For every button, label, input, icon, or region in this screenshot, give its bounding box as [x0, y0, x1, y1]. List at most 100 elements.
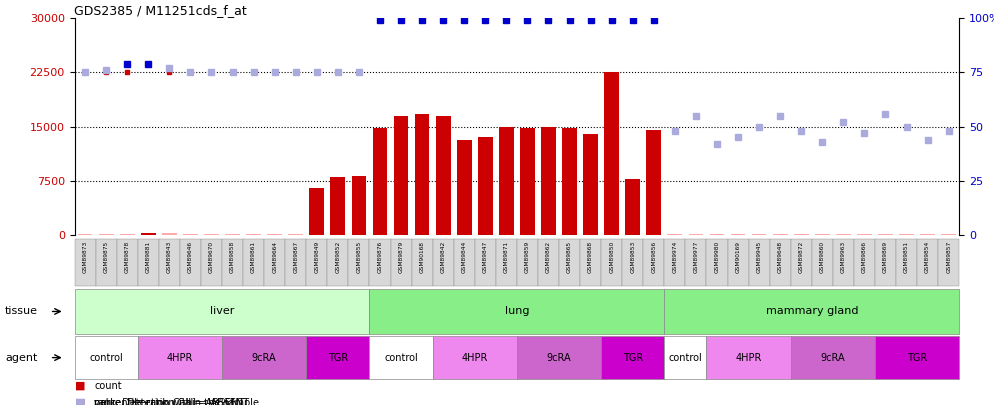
- Text: liver: liver: [210, 307, 235, 316]
- Text: 9cRA: 9cRA: [547, 353, 572, 362]
- Bar: [583, 134, 598, 235]
- Text: GSM89865: GSM89865: [567, 241, 572, 273]
- Text: GSM89850: GSM89850: [609, 241, 614, 273]
- Bar: [541, 126, 556, 235]
- Text: ■: ■: [75, 398, 85, 405]
- Text: lung: lung: [505, 307, 529, 316]
- Text: GSM89855: GSM89855: [357, 241, 362, 273]
- Text: 4HPR: 4HPR: [461, 353, 488, 362]
- Bar: [689, 234, 704, 235]
- Text: GSM89861: GSM89861: [251, 241, 256, 273]
- Text: GSM89844: GSM89844: [462, 241, 467, 273]
- Text: GSM89869: GSM89869: [883, 241, 888, 273]
- Text: GSM89945: GSM89945: [756, 241, 761, 273]
- Text: TGR: TGR: [328, 353, 348, 362]
- Bar: [120, 234, 134, 235]
- Bar: [625, 179, 640, 235]
- Text: count: count: [94, 381, 122, 390]
- Text: GSM89843: GSM89843: [167, 241, 172, 273]
- Text: ■: ■: [75, 398, 85, 405]
- Text: GSM89858: GSM89858: [230, 241, 235, 273]
- Text: GSM89857: GSM89857: [946, 241, 951, 273]
- Text: GSM89866: GSM89866: [862, 241, 867, 273]
- Bar: [78, 234, 92, 235]
- Text: GSM89867: GSM89867: [293, 241, 298, 273]
- Text: GSM89860: GSM89860: [820, 241, 825, 273]
- Bar: [98, 234, 113, 235]
- Bar: [857, 234, 872, 235]
- Text: GSM89853: GSM89853: [630, 241, 635, 273]
- Bar: [162, 233, 177, 235]
- Text: ■: ■: [75, 398, 85, 405]
- Bar: [414, 114, 429, 235]
- Bar: [520, 128, 535, 235]
- Bar: [288, 234, 303, 235]
- Text: GSM90169: GSM90169: [736, 241, 741, 273]
- Text: rank, Detection Call = ABSENT: rank, Detection Call = ABSENT: [94, 398, 245, 405]
- Text: 9cRA: 9cRA: [251, 353, 276, 362]
- Bar: [141, 233, 156, 235]
- Bar: [226, 234, 240, 235]
- Bar: [668, 234, 682, 235]
- Bar: [794, 234, 808, 235]
- Bar: [330, 177, 345, 235]
- Bar: [183, 234, 198, 235]
- Bar: [435, 117, 450, 235]
- Bar: [309, 188, 324, 235]
- Text: GSM89879: GSM89879: [399, 241, 404, 273]
- Text: control: control: [669, 353, 703, 362]
- Bar: [941, 234, 956, 235]
- Text: GSM89851: GSM89851: [905, 241, 910, 273]
- Text: TGR: TGR: [622, 353, 643, 362]
- Text: GSM89878: GSM89878: [124, 241, 129, 273]
- Text: mammary gland: mammary gland: [765, 307, 858, 316]
- Text: GSM89980: GSM89980: [715, 241, 720, 273]
- Text: GSM89881: GSM89881: [146, 241, 151, 273]
- Bar: [604, 72, 619, 235]
- Text: GSM89876: GSM89876: [378, 241, 383, 273]
- Text: GSM89859: GSM89859: [525, 241, 530, 273]
- Text: tissue: tissue: [5, 307, 38, 316]
- Bar: [731, 234, 746, 235]
- Bar: [204, 234, 219, 235]
- Bar: [267, 234, 282, 235]
- Text: GSM89977: GSM89977: [694, 241, 699, 273]
- Text: ■: ■: [75, 381, 85, 390]
- Text: control: control: [384, 353, 417, 362]
- Bar: [815, 234, 830, 235]
- Text: GSM89862: GSM89862: [546, 241, 551, 273]
- Bar: [772, 234, 787, 235]
- Bar: [247, 234, 261, 235]
- Bar: [751, 234, 766, 235]
- Text: GSM89670: GSM89670: [209, 241, 214, 273]
- Text: 4HPR: 4HPR: [736, 353, 761, 362]
- Text: GSM89842: GSM89842: [440, 241, 445, 273]
- Text: GSM89852: GSM89852: [335, 241, 340, 273]
- Bar: [394, 116, 409, 235]
- Bar: [478, 137, 493, 235]
- Bar: [563, 128, 577, 235]
- Text: 9cRA: 9cRA: [820, 353, 845, 362]
- Text: GSM89974: GSM89974: [672, 241, 677, 273]
- Text: GSM89664: GSM89664: [272, 241, 277, 273]
- Text: GSM89872: GSM89872: [799, 241, 804, 273]
- Bar: [836, 234, 851, 235]
- Bar: [878, 234, 893, 235]
- Text: TGR: TGR: [907, 353, 927, 362]
- Bar: [900, 234, 913, 235]
- Text: GSM89856: GSM89856: [651, 241, 656, 273]
- Text: GDS2385 / M11251cds_f_at: GDS2385 / M11251cds_f_at: [74, 4, 247, 17]
- Text: GSM89646: GSM89646: [188, 241, 193, 273]
- Text: value, Detection Call = ABSENT: value, Detection Call = ABSENT: [94, 398, 249, 405]
- Text: GSM90168: GSM90168: [419, 241, 424, 273]
- Text: GSM89875: GSM89875: [103, 241, 108, 273]
- Text: GSM89648: GSM89648: [777, 241, 782, 273]
- Text: control: control: [89, 353, 123, 362]
- Text: percentile rank within the sample: percentile rank within the sample: [94, 398, 259, 405]
- Text: agent: agent: [5, 353, 38, 362]
- Bar: [373, 128, 388, 235]
- Bar: [457, 140, 471, 235]
- Text: 4HPR: 4HPR: [167, 353, 193, 362]
- Bar: [920, 234, 935, 235]
- Bar: [710, 234, 725, 235]
